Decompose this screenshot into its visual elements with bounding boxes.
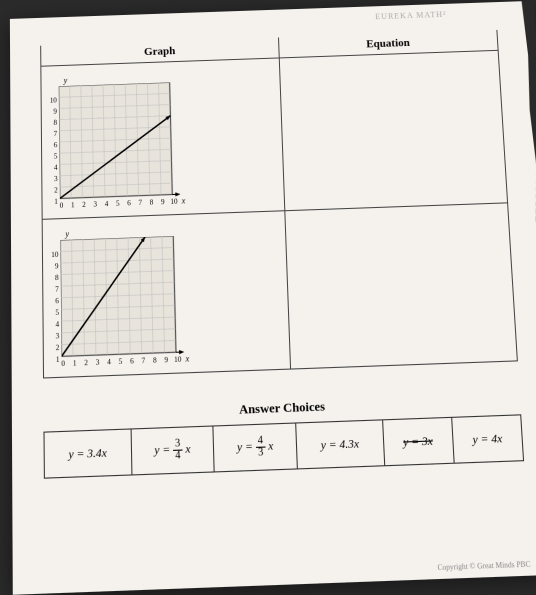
x-axis-label: x	[185, 354, 189, 364]
x-tick: 2	[80, 358, 92, 367]
x-tick: 5	[112, 199, 123, 208]
x-tick: 6	[123, 199, 134, 208]
x-tick: 8	[149, 356, 161, 365]
graph-cell-1: y 10987654321 012345678910 x	[41, 58, 285, 219]
y-axis-numbers: 10987654321	[51, 252, 59, 369]
answer-choice: y = 3.4x	[44, 429, 132, 478]
x-tick: 1	[69, 359, 81, 368]
worksheet-page: EUREKA MATH² Graph Equation y 1098765432…	[10, 1, 536, 595]
x-tick: 7	[135, 199, 146, 208]
brand-label: EUREKA MATH²	[375, 10, 447, 21]
answer-choice: y = 4.3x	[296, 420, 385, 469]
answer-choice: y = 4x	[451, 415, 523, 463]
x-tick: 5	[115, 357, 127, 366]
torn-edge	[514, 1, 536, 575]
y-axis-numbers: 10987654321	[50, 97, 58, 210]
x-tick: 0	[56, 201, 67, 210]
answer-choice: y = 3x	[382, 417, 454, 465]
answer-choices-table: y = 3.4xy = 34 xy = 43 xy = 4.3xy = 3xy …	[43, 414, 524, 478]
x-tick: 4	[101, 200, 112, 209]
x-tick: 3	[92, 358, 104, 367]
copyright: Copyright © Great Minds PBC	[437, 560, 530, 572]
x-tick: 4	[103, 358, 115, 367]
x-tick: 1	[67, 201, 78, 210]
x-tick: 6	[126, 357, 138, 366]
x-axis-label: x	[182, 196, 186, 205]
graph-grid	[59, 82, 183, 201]
graph-equation-table: Graph Equation y 10987654321 01234567891…	[40, 30, 518, 379]
graph-grid	[60, 236, 186, 359]
x-tick: 9	[160, 356, 172, 365]
x-tick: 0	[57, 359, 69, 368]
x-tick: 10	[172, 355, 184, 364]
x-tick: 9	[157, 198, 168, 207]
answer-choice: y = 34 x	[131, 426, 215, 475]
equation-cell-2	[284, 203, 517, 369]
x-axis-numbers: 012345678910	[57, 355, 183, 368]
x-tick: 2	[78, 201, 89, 210]
x-tick: 10	[168, 197, 179, 206]
equation-cell-1	[279, 50, 508, 210]
graph-cell-2: y 10987654321 012345678910 x	[42, 211, 290, 378]
x-tick: 7	[138, 356, 150, 365]
answer-choice: y = 43 x	[213, 423, 297, 472]
x-axis-numbers: 012345678910	[56, 197, 180, 210]
answer-section: Answer Choices y = 3.4xy = 34 xy = 43 xy…	[43, 392, 524, 479]
x-tick: 3	[90, 200, 101, 209]
x-tick: 8	[146, 198, 157, 207]
